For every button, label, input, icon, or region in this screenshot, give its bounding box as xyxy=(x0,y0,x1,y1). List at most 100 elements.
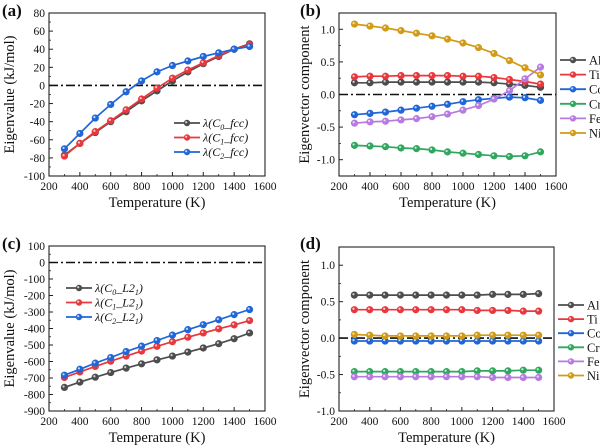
data-point-highlight xyxy=(383,374,386,377)
x-tick-label: 400 xyxy=(361,181,379,193)
data-point xyxy=(215,325,223,333)
data-point-highlight xyxy=(507,77,510,80)
data-point-highlight xyxy=(536,368,539,371)
x-axis-title: Temperature (K) xyxy=(399,195,496,211)
data-point-highlight xyxy=(93,361,96,364)
data-point-highlight xyxy=(383,333,386,337)
y-axis-title: Eigenvalue (kJ/mol) xyxy=(2,269,18,387)
data-point xyxy=(428,71,436,80)
data-point xyxy=(535,373,543,382)
data-point-highlight xyxy=(201,345,204,349)
legend-marker-highlight xyxy=(569,359,572,362)
y-tick-label: -800 xyxy=(24,390,45,402)
y-tick-label: -80 xyxy=(30,153,46,165)
x-tick-label: 1200 xyxy=(192,181,215,193)
data-point-highlight xyxy=(490,292,493,295)
data-point-highlight xyxy=(492,51,495,54)
data-point xyxy=(488,367,497,375)
data-point xyxy=(168,61,177,70)
data-point xyxy=(107,353,115,362)
data-point-highlight xyxy=(352,80,355,83)
panel-label: (a) xyxy=(2,1,22,20)
data-point xyxy=(443,71,452,80)
data-point-highlight xyxy=(444,307,447,310)
y-tick-label: 0.0 xyxy=(321,90,336,102)
data-point-highlight xyxy=(170,63,173,66)
legend-marker xyxy=(567,301,575,309)
data-point xyxy=(443,110,452,118)
data-point xyxy=(366,79,374,87)
data-point xyxy=(397,116,405,124)
data-point-highlight xyxy=(398,307,401,310)
data-point-highlight xyxy=(352,143,355,146)
data-point-highlight xyxy=(383,369,386,372)
data-point-highlight xyxy=(523,95,526,98)
data-point-highlight xyxy=(538,82,541,85)
data-point xyxy=(366,291,374,299)
data-point-highlight xyxy=(62,146,65,150)
data-point xyxy=(428,78,436,86)
x-axis-title: Temperature (K) xyxy=(109,430,206,446)
data-point xyxy=(412,306,420,314)
series-ni xyxy=(350,20,545,79)
data-point xyxy=(153,84,161,92)
legend-label-part: λ( xyxy=(202,145,213,159)
legend-label: Ni xyxy=(589,127,600,141)
data-point-highlight xyxy=(507,88,510,91)
x-tick-label: 600 xyxy=(102,181,120,193)
legend-marker-highlight xyxy=(571,58,574,61)
data-point-highlight xyxy=(444,293,447,296)
data-point xyxy=(396,306,405,314)
data-point xyxy=(350,373,358,381)
data-point xyxy=(60,383,69,392)
x-tick-label: 400 xyxy=(361,416,379,428)
y-tick-label: -1.0 xyxy=(317,155,335,167)
data-point-highlight xyxy=(445,102,448,105)
panel-d: (d) 200 400 600 800 1000 1200 1400 1600 -1.0 -0.5 0… xyxy=(297,234,600,446)
legend-marker xyxy=(75,313,83,321)
series-al xyxy=(350,78,545,91)
data-point-highlight xyxy=(139,78,142,82)
data-point xyxy=(490,95,498,103)
data-point-highlight xyxy=(430,147,433,151)
data-point xyxy=(536,148,545,156)
data-point xyxy=(474,101,483,110)
data-point xyxy=(107,100,115,109)
x-tick-label: 600 xyxy=(102,416,120,428)
data-point-highlight xyxy=(367,339,370,342)
data-point xyxy=(184,326,192,334)
data-point-highlight xyxy=(139,361,142,365)
legend-label-part: λ( xyxy=(94,310,105,324)
data-point xyxy=(412,115,421,123)
data-point xyxy=(505,152,514,161)
legend-label-part: C xyxy=(212,145,221,159)
data-point xyxy=(215,49,223,57)
x-tick-label: 1400 xyxy=(223,416,246,428)
legend-marker-highlight xyxy=(185,121,188,124)
legend-label-part: 1 xyxy=(220,138,224,147)
data-point xyxy=(428,113,436,121)
data-point-highlight xyxy=(93,375,96,378)
data-point-highlight xyxy=(398,374,401,377)
data-point xyxy=(428,32,436,40)
data-point xyxy=(412,104,421,112)
data-point xyxy=(396,291,405,299)
data-point-highlight xyxy=(124,89,127,92)
legend-marker-highlight xyxy=(77,315,80,318)
data-point-highlight xyxy=(459,307,463,310)
data-point-highlight xyxy=(538,149,541,153)
data-point xyxy=(245,329,254,337)
data-point xyxy=(442,291,451,299)
data-point-highlight xyxy=(523,76,526,80)
data-point-highlight xyxy=(383,339,386,342)
data-point-highlight xyxy=(505,368,509,372)
x-tick-label: 1200 xyxy=(483,181,506,193)
series-line xyxy=(354,23,541,76)
data-point-highlight xyxy=(536,309,539,312)
legend-label: Co xyxy=(589,83,600,97)
data-point-highlight xyxy=(507,58,510,61)
y-tick-label: 100 xyxy=(28,241,46,253)
data-point-highlight xyxy=(201,330,204,334)
data-point xyxy=(397,106,405,114)
data-point xyxy=(428,102,436,110)
